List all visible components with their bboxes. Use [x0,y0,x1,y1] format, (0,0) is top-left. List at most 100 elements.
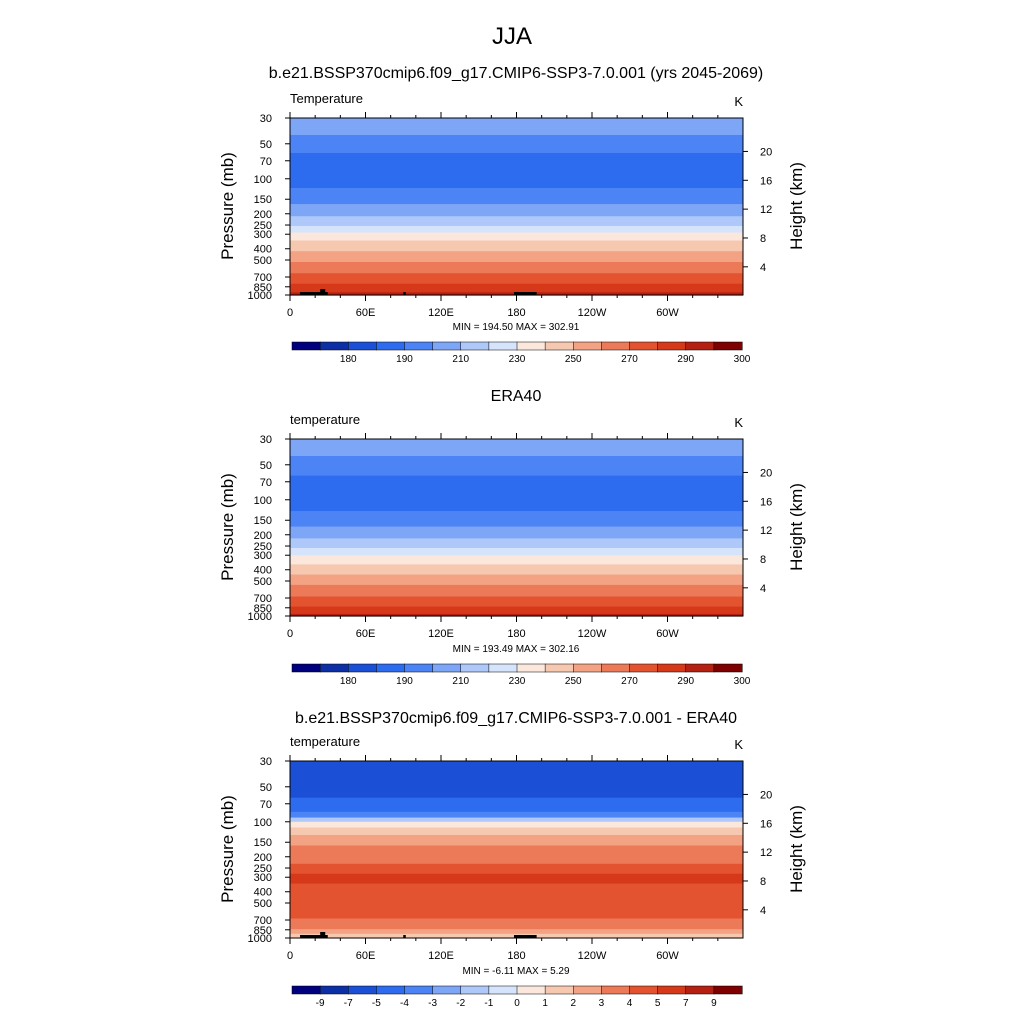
colorbar-cell [544,663,574,673]
panel-left-label: temperature [290,734,360,749]
y-tick-label: 400 [254,565,272,577]
colorbar-cell [713,985,743,995]
y-tick-label: 400 [254,244,272,256]
panel-era40: ERA40 temperature K 0 60E 120E 180 120W 60W 30… [218,388,806,687]
colorbar-label: -2 [456,998,465,1009]
contour-band [290,564,743,576]
colorbar-cell [376,985,406,995]
y-tick-label: 150 [254,515,272,527]
colorbar-cell [291,985,321,995]
y-tick-label: 70 [260,156,272,168]
colorbar-label: 250 [565,676,582,687]
y-tick-label: 100 [254,817,272,829]
x-tick-label: 0 [287,307,293,319]
y-tick-label: 500 [254,898,272,910]
contour-band [290,273,743,285]
contour-band [290,827,743,836]
colorbar-cell [319,985,349,995]
contour-band [290,526,743,540]
colorbar-cell [713,341,743,351]
y-tick-label: 300 [254,872,272,884]
x-tick-label: 60W [656,307,679,319]
contour-band [290,134,743,154]
contour-band [290,613,743,617]
contour-band [290,204,743,217]
colorbar-cell [291,663,321,673]
contour-band [290,216,743,227]
y-tick-label: 100 [254,495,272,507]
contour-band [290,232,743,242]
right-tick-label: 16 [760,175,772,187]
colorbar-cell [291,341,321,351]
contour-band [290,883,743,920]
colorbar-label: 0 [514,998,520,1009]
right-tick-label: 8 [760,876,766,888]
panel-left-label: temperature [290,412,360,427]
contour-band [290,475,743,512]
x-tick-label: 0 [287,950,293,962]
y-tick-label: 500 [254,255,272,267]
colorbar-cell [348,663,377,673]
contour-band [290,283,743,294]
y-axis-right-label: Height (km) [787,805,806,893]
x-tick-label: 120E [428,950,454,962]
colorbar-cell [460,663,490,673]
contour-band [290,538,743,549]
contour-band [290,873,743,885]
colorbar-cell [629,985,659,995]
colorbar: -9 -7 -5 -4 -3 -2 -1 0 1 2 3 4 5 7 9 [291,985,743,1009]
colorbar-label: 290 [677,676,694,687]
colorbar-cell [601,341,631,351]
y-tick-label: 500 [254,576,272,588]
colorbar-label: 190 [396,354,413,365]
colorbar-label: 3 [599,998,605,1009]
panel-units: K [734,415,743,430]
colorbar-cell [348,985,377,995]
topography-mask [513,935,537,938]
y-tick-label: 250 [254,541,272,553]
colorbar-cell [488,985,518,995]
colorbar-label: -4 [400,998,409,1009]
colorbar-cell [376,341,406,351]
x-tick-label: 60W [656,628,679,640]
y-tick-label: 150 [254,194,272,206]
colorbar-label: 230 [509,354,526,365]
stats-label: MIN = -6.11 MAX = 5.29 [462,966,570,977]
contour-band [290,761,743,799]
y-tick-label: 50 [260,782,272,794]
x-tick-label: 60E [356,628,376,640]
contour-band [290,574,743,586]
y-tick-label: 700 [254,915,272,927]
right-tick-label: 12 [760,204,772,216]
colorbar-cell [348,341,377,351]
contour-band [290,455,743,477]
colorbar-cell [488,341,518,351]
right-tick-label: 8 [760,233,766,245]
colorbar-label: 270 [621,354,638,365]
colorbar-cell [516,985,546,995]
right-tick-label: 4 [760,262,766,274]
colorbar-label: -9 [316,998,325,1009]
panel-model: b.e21.BSSP370cmip6.f09_g17.CMIP6-SSP3-7.… [218,65,806,365]
y-tick-label: 100 [254,174,272,186]
y-axis-right-label: Height (km) [787,162,806,250]
x-tick-label: 120E [428,307,454,319]
y-tick-label: 150 [254,837,272,849]
colorbar-label: 190 [396,676,413,687]
colorbar-label: 9 [711,998,717,1009]
contour-band [290,918,743,930]
x-tick-label: 180 [507,950,525,962]
colorbar-label: 180 [340,354,357,365]
colorbar-cell [657,663,687,673]
contour-band [290,152,743,189]
right-tick-label: 16 [760,818,772,830]
contour-band [290,817,743,823]
y-tick-label: 30 [260,434,272,446]
right-tick-label: 20 [760,146,772,158]
colorbar-cell [432,341,462,351]
panel-units: K [734,737,743,752]
